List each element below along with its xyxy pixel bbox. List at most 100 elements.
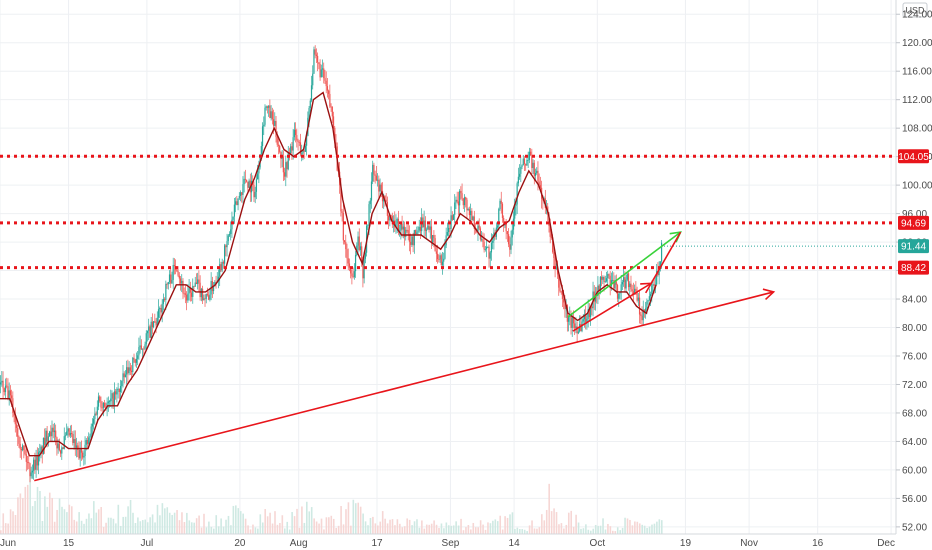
volume-bar bbox=[281, 515, 284, 534]
candle bbox=[22, 443, 24, 452]
candle bbox=[138, 337, 140, 360]
candle bbox=[395, 214, 397, 234]
candle bbox=[155, 318, 157, 334]
trendline[interactable] bbox=[34, 288, 776, 482]
y-tick-label: 108.00 bbox=[902, 124, 932, 135]
candle bbox=[511, 220, 513, 246]
volume-bar bbox=[183, 522, 186, 534]
volume-bar bbox=[411, 525, 413, 534]
volume-bar bbox=[575, 514, 577, 534]
candle bbox=[647, 299, 649, 305]
y-tick-label: 84.00 bbox=[902, 295, 927, 306]
candle bbox=[254, 186, 256, 204]
volume-bar bbox=[166, 507, 169, 534]
candle bbox=[97, 392, 100, 411]
candle bbox=[472, 215, 474, 222]
candle bbox=[82, 450, 84, 460]
volume-bar bbox=[298, 527, 301, 534]
x-tick-label: Jul bbox=[140, 538, 153, 549]
candle bbox=[643, 309, 646, 318]
volume-bar bbox=[482, 524, 484, 534]
volume-bar bbox=[379, 521, 382, 534]
volume-bar bbox=[110, 517, 112, 534]
y-tick-label: 76.00 bbox=[902, 352, 927, 363]
volume-bar bbox=[137, 517, 139, 534]
volume-bar bbox=[357, 502, 360, 534]
volume-bar bbox=[359, 506, 362, 534]
candle bbox=[350, 267, 352, 279]
volume-bar bbox=[134, 523, 137, 534]
volume-bar bbox=[460, 518, 462, 534]
candle bbox=[607, 270, 609, 285]
candle bbox=[129, 362, 131, 376]
candle bbox=[149, 324, 151, 339]
volume-bar bbox=[646, 527, 648, 534]
candle bbox=[302, 149, 304, 161]
volume-bar bbox=[435, 524, 438, 534]
candle bbox=[204, 294, 206, 307]
candle bbox=[79, 441, 81, 467]
candle bbox=[166, 282, 168, 289]
candle bbox=[602, 275, 604, 285]
candle bbox=[605, 271, 608, 283]
candle bbox=[36, 447, 38, 471]
volume-bar bbox=[181, 512, 183, 534]
volume-bar bbox=[325, 517, 328, 534]
volume-bar bbox=[271, 523, 274, 534]
candle bbox=[576, 321, 578, 343]
volume-bar bbox=[656, 521, 658, 534]
candle bbox=[429, 220, 431, 239]
candle bbox=[441, 251, 444, 275]
volume-bar bbox=[462, 530, 465, 534]
volume-bar bbox=[26, 484, 29, 534]
candle bbox=[115, 388, 117, 400]
candle bbox=[137, 351, 139, 366]
price-axis-background bbox=[896, 0, 932, 550]
candle bbox=[183, 287, 185, 298]
candle bbox=[638, 289, 641, 324]
candle bbox=[265, 105, 267, 111]
volume-bar bbox=[237, 508, 240, 534]
candle bbox=[479, 226, 482, 242]
candle bbox=[301, 144, 303, 162]
candle bbox=[263, 116, 265, 136]
volume-bar bbox=[39, 490, 41, 534]
candle bbox=[274, 112, 276, 127]
candle bbox=[489, 250, 491, 268]
candle bbox=[261, 122, 264, 155]
candle bbox=[401, 215, 403, 238]
candle bbox=[346, 243, 348, 267]
candle bbox=[604, 275, 606, 283]
candle bbox=[271, 107, 273, 125]
candle bbox=[250, 172, 253, 202]
volume-bar bbox=[374, 523, 377, 534]
volume-bar bbox=[604, 529, 607, 534]
candle bbox=[377, 173, 379, 187]
volume-bar bbox=[249, 529, 252, 534]
volume-bar bbox=[612, 530, 614, 534]
price-tag: 88.42 bbox=[898, 260, 929, 275]
price-tag-label: 91.44 bbox=[901, 242, 926, 253]
candle bbox=[33, 457, 35, 480]
volume-bar bbox=[14, 515, 17, 534]
volume-bar bbox=[389, 519, 391, 534]
candle bbox=[58, 438, 60, 452]
candle bbox=[648, 288, 650, 301]
candle bbox=[567, 314, 570, 332]
candle bbox=[119, 379, 122, 399]
trendline[interactable] bbox=[650, 231, 682, 284]
volume-bar bbox=[85, 518, 88, 534]
candle bbox=[613, 272, 615, 290]
volume-bar bbox=[164, 508, 166, 534]
candle bbox=[343, 240, 346, 245]
currency-badge[interactable]: USD bbox=[902, 2, 928, 18]
candle bbox=[53, 422, 56, 442]
volume-bar bbox=[313, 518, 315, 534]
volume-bar bbox=[631, 525, 634, 534]
candle bbox=[378, 175, 380, 200]
volume-bar bbox=[362, 513, 364, 534]
candle bbox=[19, 437, 21, 458]
volume-bar bbox=[499, 515, 502, 534]
candle bbox=[184, 284, 187, 304]
